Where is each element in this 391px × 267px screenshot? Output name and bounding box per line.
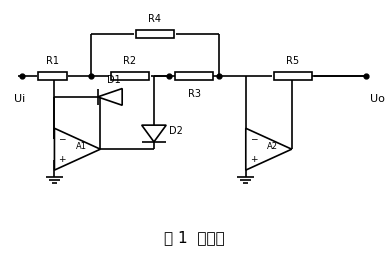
Text: Uo: Uo xyxy=(370,94,385,104)
Text: +: + xyxy=(58,155,66,164)
Bar xyxy=(175,72,213,80)
Text: D1: D1 xyxy=(107,75,121,85)
Text: +: + xyxy=(249,155,257,164)
Text: A1: A1 xyxy=(76,142,87,151)
Polygon shape xyxy=(54,128,100,170)
Text: −: − xyxy=(58,134,66,143)
Bar xyxy=(274,72,312,80)
Text: R4: R4 xyxy=(149,14,161,24)
Text: 图 1  经典型: 图 1 经典型 xyxy=(164,231,224,246)
Text: Ui: Ui xyxy=(14,94,26,104)
Text: A2: A2 xyxy=(267,142,278,151)
Text: R2: R2 xyxy=(124,56,136,65)
Bar xyxy=(136,30,174,38)
Bar xyxy=(111,72,149,80)
Polygon shape xyxy=(142,125,166,142)
Polygon shape xyxy=(98,89,122,105)
Text: R1: R1 xyxy=(46,56,59,65)
Text: −: − xyxy=(249,134,257,143)
Text: D2: D2 xyxy=(169,126,183,136)
Bar xyxy=(38,72,67,80)
Polygon shape xyxy=(246,128,292,170)
Text: R5: R5 xyxy=(286,56,299,65)
Text: R3: R3 xyxy=(188,89,201,99)
